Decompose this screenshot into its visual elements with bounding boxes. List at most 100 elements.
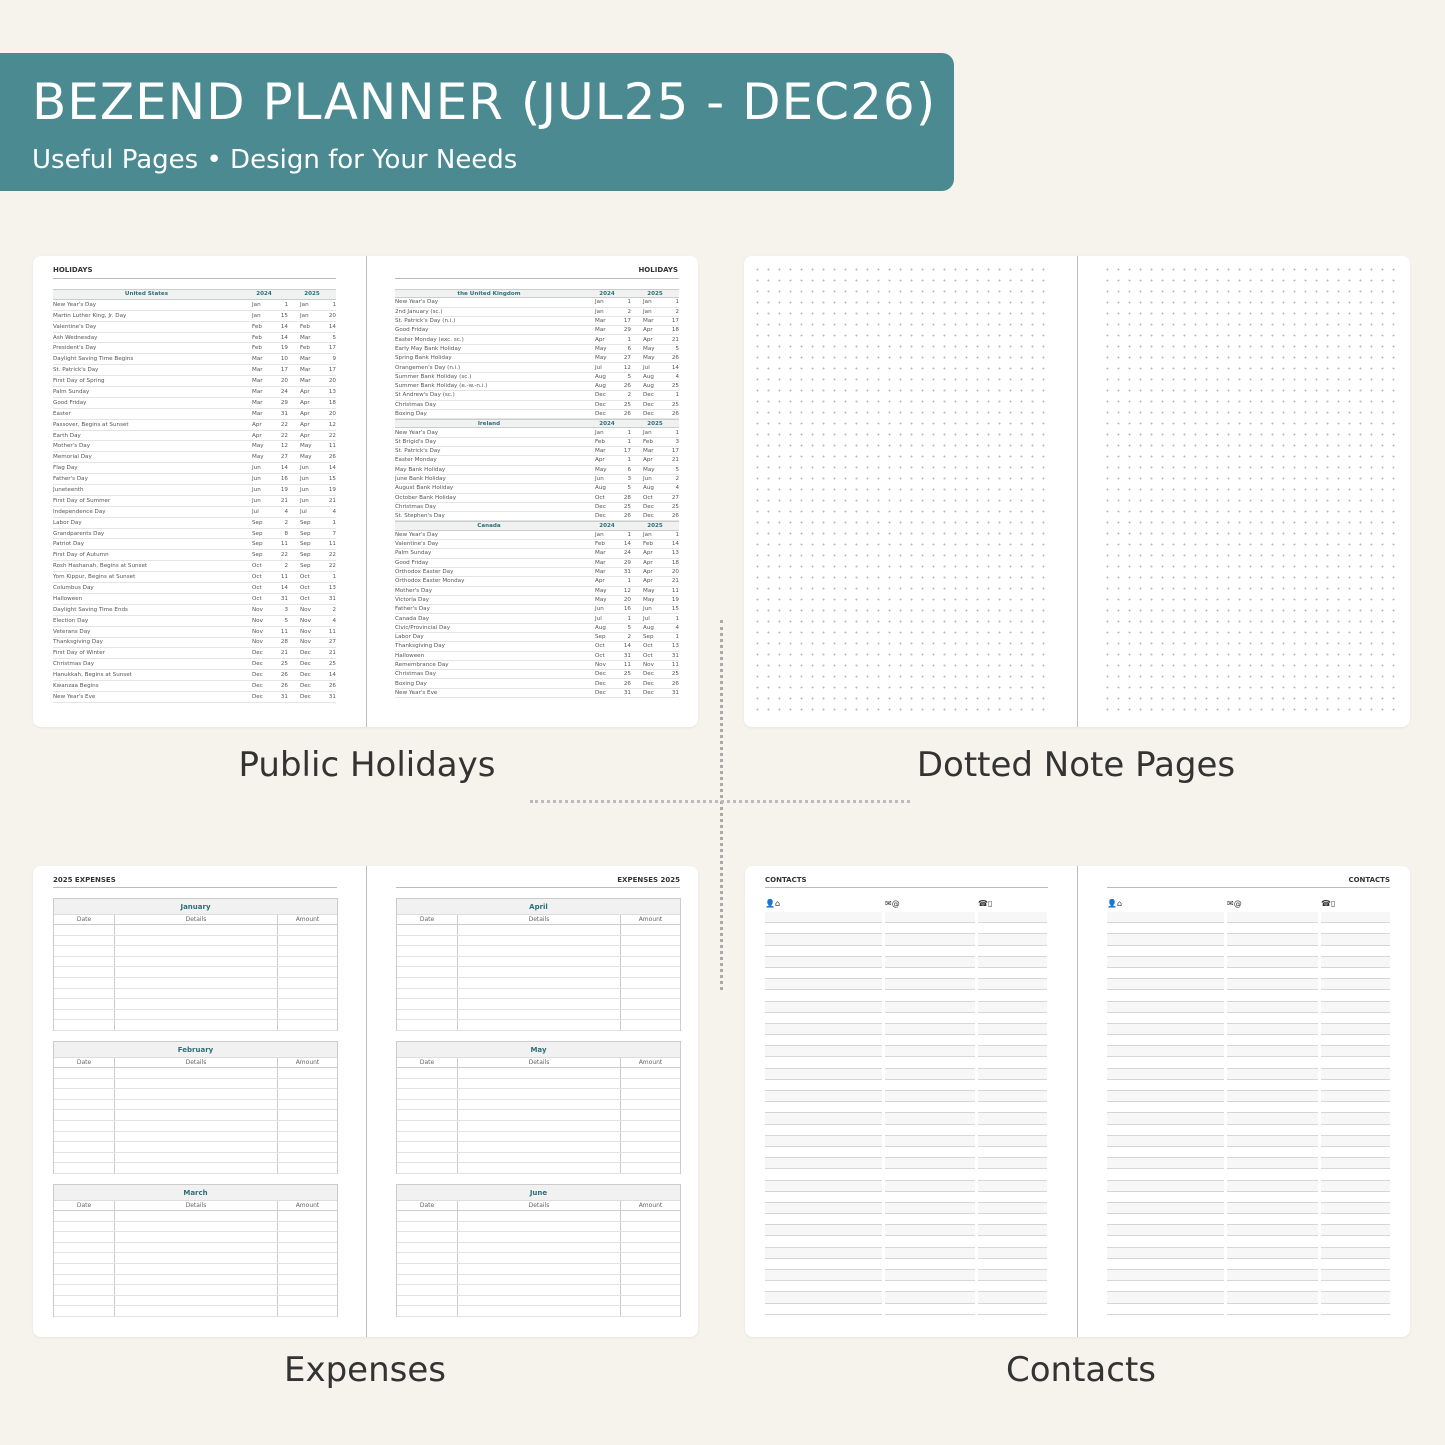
day: 1 bbox=[675, 531, 679, 538]
holiday-name: Good Friday bbox=[53, 399, 87, 406]
day: 31 bbox=[280, 595, 288, 602]
cell bbox=[115, 1221, 278, 1232]
holiday-row: Easter Monday Apr 1 Apr 21 bbox=[395, 456, 679, 466]
cell bbox=[278, 1132, 337, 1142]
day: 21 bbox=[671, 336, 679, 343]
month: Mar bbox=[300, 356, 311, 363]
cell bbox=[278, 1264, 337, 1274]
month: Feb bbox=[643, 541, 653, 548]
contact-line bbox=[1107, 1303, 1224, 1315]
contact-column: ☎▯ bbox=[1321, 898, 1390, 1315]
cell bbox=[54, 1242, 115, 1253]
cell bbox=[458, 956, 621, 967]
contact-line bbox=[1321, 990, 1390, 1002]
contact-line bbox=[978, 1068, 1047, 1080]
month: Dec bbox=[643, 680, 654, 687]
day: 1 bbox=[332, 519, 336, 526]
month: Jul bbox=[643, 615, 650, 622]
month-header: June bbox=[397, 1185, 680, 1201]
month: Aug bbox=[643, 373, 654, 380]
caption-holidays: Public Holidays bbox=[238, 745, 496, 785]
column-label: Amount bbox=[295, 916, 320, 923]
contact-line bbox=[1227, 956, 1318, 968]
month-header: February bbox=[54, 1042, 337, 1058]
contact-line bbox=[765, 1202, 882, 1215]
contact-line bbox=[1107, 1001, 1224, 1013]
cell bbox=[54, 1142, 115, 1152]
holiday-name: Good Friday bbox=[395, 327, 429, 334]
day: 25 bbox=[280, 661, 288, 668]
contact-line bbox=[885, 1202, 975, 1215]
month: Dec bbox=[643, 411, 654, 417]
day: 11 bbox=[328, 541, 336, 548]
day: 26 bbox=[623, 513, 631, 520]
contact-line bbox=[765, 1046, 882, 1058]
day: 14 bbox=[623, 643, 631, 650]
expense-row bbox=[54, 977, 337, 989]
day: 3 bbox=[675, 438, 679, 445]
contact-line bbox=[978, 923, 1047, 935]
holiday-row: Orangemen's Day (n.i.) Jul 12 Jul 14 bbox=[395, 363, 679, 373]
cell bbox=[397, 946, 458, 956]
contact-line bbox=[1107, 979, 1224, 991]
cell bbox=[278, 1211, 337, 1221]
cell bbox=[115, 1120, 278, 1131]
cell bbox=[397, 1078, 458, 1089]
expense-row bbox=[397, 1232, 680, 1243]
holiday-row: Valentine's Day Feb 14 Feb 14 bbox=[53, 322, 336, 333]
column-header: Date Details Amount bbox=[397, 915, 680, 925]
holiday-name: Civic/Provincial Day bbox=[395, 624, 451, 631]
holiday-name: Halloween bbox=[395, 652, 425, 659]
month: Dec bbox=[595, 513, 606, 520]
month: Aug bbox=[643, 383, 654, 390]
day: 27 bbox=[623, 355, 631, 362]
expense-row bbox=[397, 967, 680, 978]
contact-line bbox=[1321, 1258, 1390, 1270]
contact-line bbox=[978, 1180, 1047, 1192]
cell bbox=[621, 1142, 680, 1152]
contact-line bbox=[765, 1247, 882, 1259]
expense-row bbox=[54, 935, 337, 947]
contact-line bbox=[1321, 1091, 1390, 1103]
month: Feb bbox=[643, 438, 653, 445]
contact-line bbox=[765, 990, 882, 1002]
day: 2 bbox=[284, 519, 288, 526]
month: Sep bbox=[300, 530, 311, 537]
contact-line bbox=[1107, 1068, 1224, 1080]
month: Jul bbox=[300, 508, 307, 515]
cell bbox=[278, 1243, 337, 1253]
month: Nov bbox=[252, 639, 263, 646]
day: 14 bbox=[328, 672, 336, 679]
expense-table: February Date Details Amount bbox=[53, 1041, 338, 1174]
month: Nov bbox=[300, 606, 311, 613]
holiday-name: Orangemen's Day (n.i.) bbox=[395, 364, 461, 371]
cell bbox=[278, 946, 337, 956]
month: Dec bbox=[300, 693, 311, 700]
day: 21 bbox=[671, 578, 679, 585]
holiday-name: Thanksgiving Day bbox=[53, 639, 103, 646]
month: Aug bbox=[643, 624, 654, 631]
cell bbox=[54, 1089, 115, 1099]
contact-line bbox=[885, 1124, 975, 1136]
contact-line bbox=[1107, 1046, 1224, 1058]
contact-line bbox=[1227, 1270, 1318, 1282]
holiday-name: Daylight Saving Time Ends bbox=[53, 606, 128, 613]
cell bbox=[115, 1078, 278, 1089]
cell bbox=[278, 1089, 337, 1099]
month: Dec bbox=[643, 392, 654, 399]
cell bbox=[54, 1131, 115, 1142]
month: Nov bbox=[252, 617, 263, 624]
contact-line bbox=[978, 1247, 1047, 1259]
cell bbox=[621, 1285, 680, 1295]
contact-line bbox=[1321, 1001, 1390, 1013]
expense-row bbox=[397, 1120, 680, 1132]
day: 2 bbox=[675, 308, 679, 315]
expense-row bbox=[397, 1253, 680, 1264]
month: Mar bbox=[595, 550, 606, 557]
expense-row bbox=[397, 1099, 680, 1111]
day: 5 bbox=[675, 466, 679, 473]
month: Nov bbox=[300, 639, 311, 646]
expense-row bbox=[397, 956, 680, 968]
caption-expenses: Expenses bbox=[284, 1350, 446, 1390]
holiday-name: Mother's Day bbox=[395, 587, 433, 594]
